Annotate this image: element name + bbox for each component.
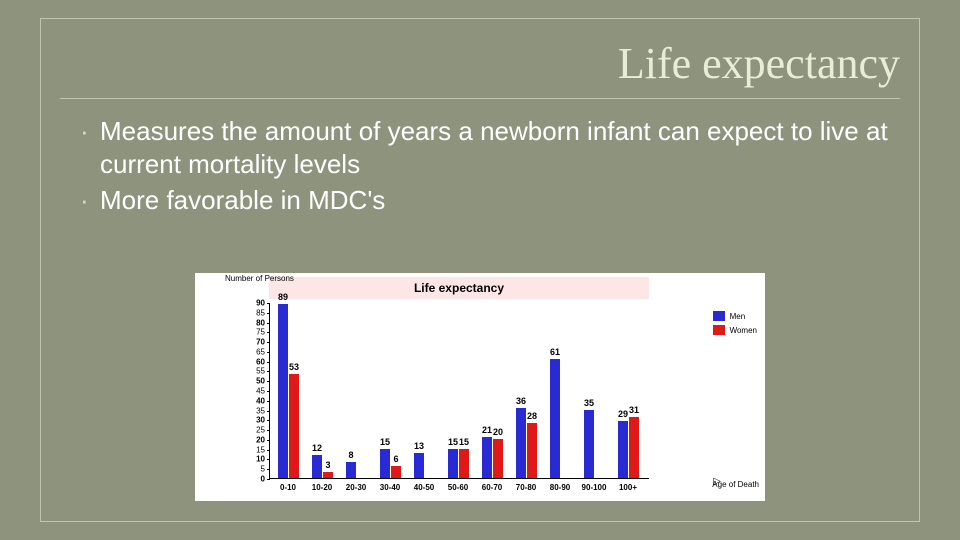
- xaxis-label: Age of Death: [712, 480, 759, 489]
- legend-item-men: Men: [713, 311, 757, 321]
- bar-men: [312, 455, 322, 478]
- ytick-label: 60: [240, 357, 265, 366]
- bar-value-label: 31: [629, 405, 639, 415]
- bar-men: [550, 359, 560, 478]
- legend-swatch-women: [713, 325, 725, 335]
- bar-men: [414, 453, 424, 478]
- bar-value-label: 29: [618, 409, 628, 419]
- ytick-label: 55: [240, 367, 265, 376]
- life-expectancy-chart: Life expectancy Number of Persons 051015…: [195, 273, 765, 501]
- ytick-label: 50: [240, 377, 265, 386]
- yaxis-label: Number of Persons: [225, 275, 294, 284]
- title-underline: [60, 98, 900, 99]
- bar-men: [278, 304, 288, 478]
- bullet-item: · Measures the amount of years a newborn…: [80, 115, 900, 180]
- bar-value-label: 21: [482, 425, 492, 435]
- ytick-label: 25: [240, 426, 265, 435]
- ytick-label: 0: [240, 475, 265, 484]
- ytick-label: 70: [240, 338, 265, 347]
- chart-legend: Men Women: [713, 311, 757, 339]
- bar-men: [516, 408, 526, 478]
- bar-men: [346, 462, 356, 478]
- bar-women: [391, 466, 401, 478]
- ytick-label: 15: [240, 445, 265, 454]
- ytick-label: 45: [240, 387, 265, 396]
- xcategory-label: 20-30: [346, 483, 366, 492]
- ytick-label: 10: [240, 455, 265, 464]
- ytick-label: 90: [240, 299, 265, 308]
- ytick-label: 20: [240, 435, 265, 444]
- bar-value-label: 3: [325, 460, 330, 470]
- xcategory-label: 80-90: [550, 483, 570, 492]
- bar-value-label: 35: [584, 398, 594, 408]
- chart-plot-area: 0510152025303540455055606570758085900-10…: [269, 303, 649, 479]
- bar-value-label: 12: [312, 443, 322, 453]
- bar-men: [380, 449, 390, 478]
- ytick-label: 40: [240, 396, 265, 405]
- ytick-label: 75: [240, 328, 265, 337]
- bar-value-label: 8: [348, 450, 353, 460]
- ytick-label: 80: [240, 318, 265, 327]
- bar-men: [618, 421, 628, 478]
- bullet-dot-icon: ·: [80, 184, 100, 217]
- ytick-label: 35: [240, 406, 265, 415]
- legend-label: Men: [730, 312, 746, 321]
- legend-item-women: Women: [713, 325, 757, 335]
- bar-women: [459, 449, 469, 478]
- ytick-label: 5: [240, 465, 265, 474]
- xcategory-label: 50-60: [448, 483, 468, 492]
- bar-women: [527, 423, 537, 478]
- bar-value-label: 13: [414, 441, 424, 451]
- xcategory-label: 10-20: [312, 483, 332, 492]
- bullet-dot-icon: ·: [80, 115, 100, 180]
- xcategory-label: 40-50: [414, 483, 434, 492]
- bar-value-label: 28: [527, 411, 537, 421]
- legend-swatch-men: [713, 311, 725, 321]
- bar-men: [584, 410, 594, 478]
- bar-value-label: 15: [380, 437, 390, 447]
- chart-title: Life expectancy: [269, 277, 649, 299]
- bar-men: [448, 449, 458, 478]
- bar-men: [482, 437, 492, 478]
- bar-value-label: 89: [278, 292, 288, 302]
- bullet-text: More favorable in MDC's: [100, 184, 385, 217]
- bullet-text: Measures the amount of years a newborn i…: [100, 115, 900, 180]
- bar-value-label: 6: [393, 454, 398, 464]
- bar-value-label: 61: [550, 347, 560, 357]
- bar-women: [493, 439, 503, 478]
- legend-label: Women: [730, 326, 757, 335]
- ytick-label: 65: [240, 347, 265, 356]
- bullet-list: · Measures the amount of years a newborn…: [80, 115, 900, 221]
- xcategory-label: 0-10: [280, 483, 296, 492]
- xcategory-label: 30-40: [380, 483, 400, 492]
- ytick-label: 85: [240, 308, 265, 317]
- bar-value-label: 36: [516, 396, 526, 406]
- xcategory-label: 70-80: [516, 483, 536, 492]
- bar-value-label: 53: [289, 362, 299, 372]
- bar-value-label: 15: [459, 437, 469, 447]
- bar-value-label: 15: [448, 437, 458, 447]
- xcategory-label: 90-100: [582, 483, 607, 492]
- bar-women: [323, 472, 333, 478]
- bar-women: [629, 417, 639, 478]
- bullet-item: · More favorable in MDC's: [80, 184, 900, 217]
- xcategory-label: 100+: [619, 483, 637, 492]
- slide-title: Life expectancy: [618, 38, 900, 89]
- xcategory-label: 60-70: [482, 483, 502, 492]
- bar-value-label: 20: [493, 427, 503, 437]
- bar-women: [289, 374, 299, 478]
- ytick-label: 30: [240, 416, 265, 425]
